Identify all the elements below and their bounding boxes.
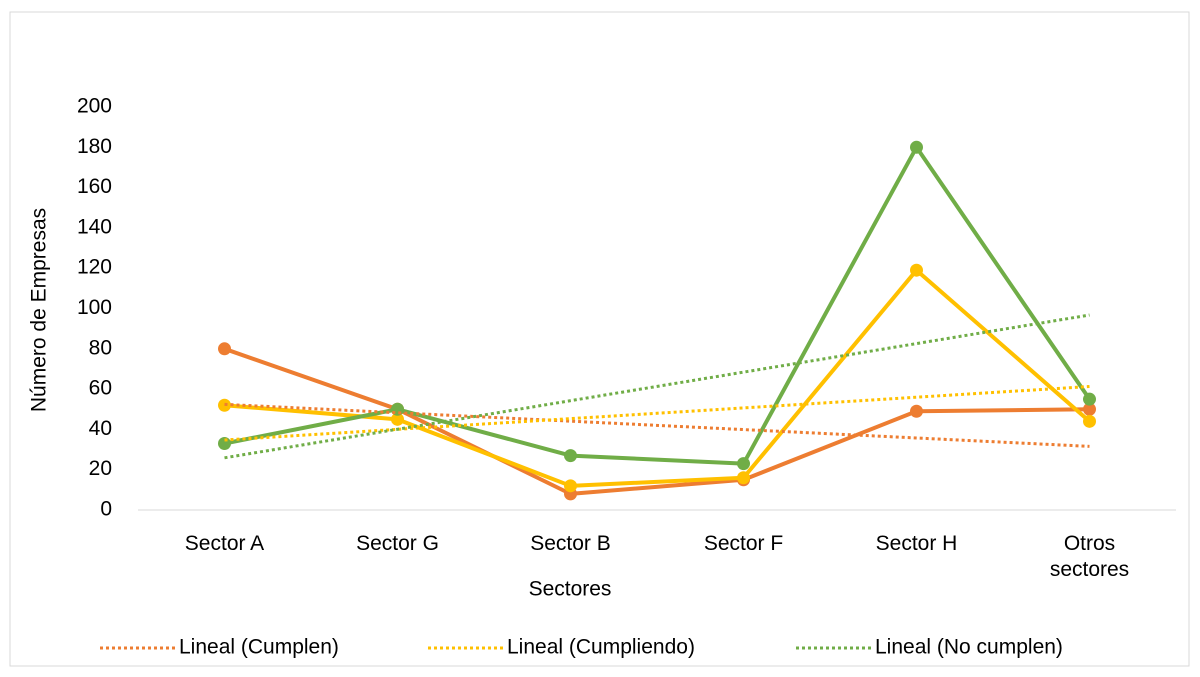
x-tick-label: Sector B (530, 532, 611, 555)
marker (910, 404, 923, 418)
trendline (224, 385, 1090, 442)
y-tick-label: 200 (77, 95, 112, 118)
x-axis-title: Sectores (529, 578, 612, 601)
y-tick-label: 140 (77, 215, 112, 238)
trendline (224, 313, 1090, 460)
y-tick-label: 20 (89, 457, 112, 480)
x-tick-label: Sector H (875, 532, 958, 555)
legend-label: Lineal (No cumplen) (875, 636, 1063, 659)
marker (737, 457, 750, 471)
series-line (224, 145, 1092, 466)
y-tick-label: 60 (89, 377, 112, 400)
x-tick-label: Sector F (703, 532, 784, 555)
y-tick-label: 40 (89, 417, 112, 440)
marker (218, 437, 231, 451)
series-line (223, 346, 1090, 496)
y-tick-label: 0 (100, 498, 112, 521)
marker (218, 342, 231, 356)
legend-label: Lineal (Cumplen) (179, 636, 339, 659)
marker (564, 449, 577, 463)
marker (910, 263, 923, 277)
legend-label: Lineal (Cumpliendo) (507, 636, 695, 659)
chart-border (9, 11, 1190, 667)
marker (391, 412, 404, 426)
y-tick-label: 120 (77, 256, 112, 279)
marker (737, 471, 750, 485)
trendline (224, 402, 1090, 448)
marker (1083, 402, 1096, 416)
marker (910, 140, 923, 154)
x-tick-label: Otros sectores (1049, 532, 1130, 581)
marker (1083, 392, 1096, 406)
x-tick-label: Sector G (356, 532, 439, 555)
y-axis-title: Número de Empresas (28, 208, 51, 412)
y-tick-label: 100 (77, 296, 112, 319)
y-tick-label: 160 (77, 175, 112, 198)
y-tick-label: 80 (89, 336, 112, 359)
y-tick-label: 180 (77, 135, 112, 158)
marker (1083, 414, 1096, 428)
marker (564, 479, 577, 493)
x-tick-label: Sector A (184, 532, 265, 555)
